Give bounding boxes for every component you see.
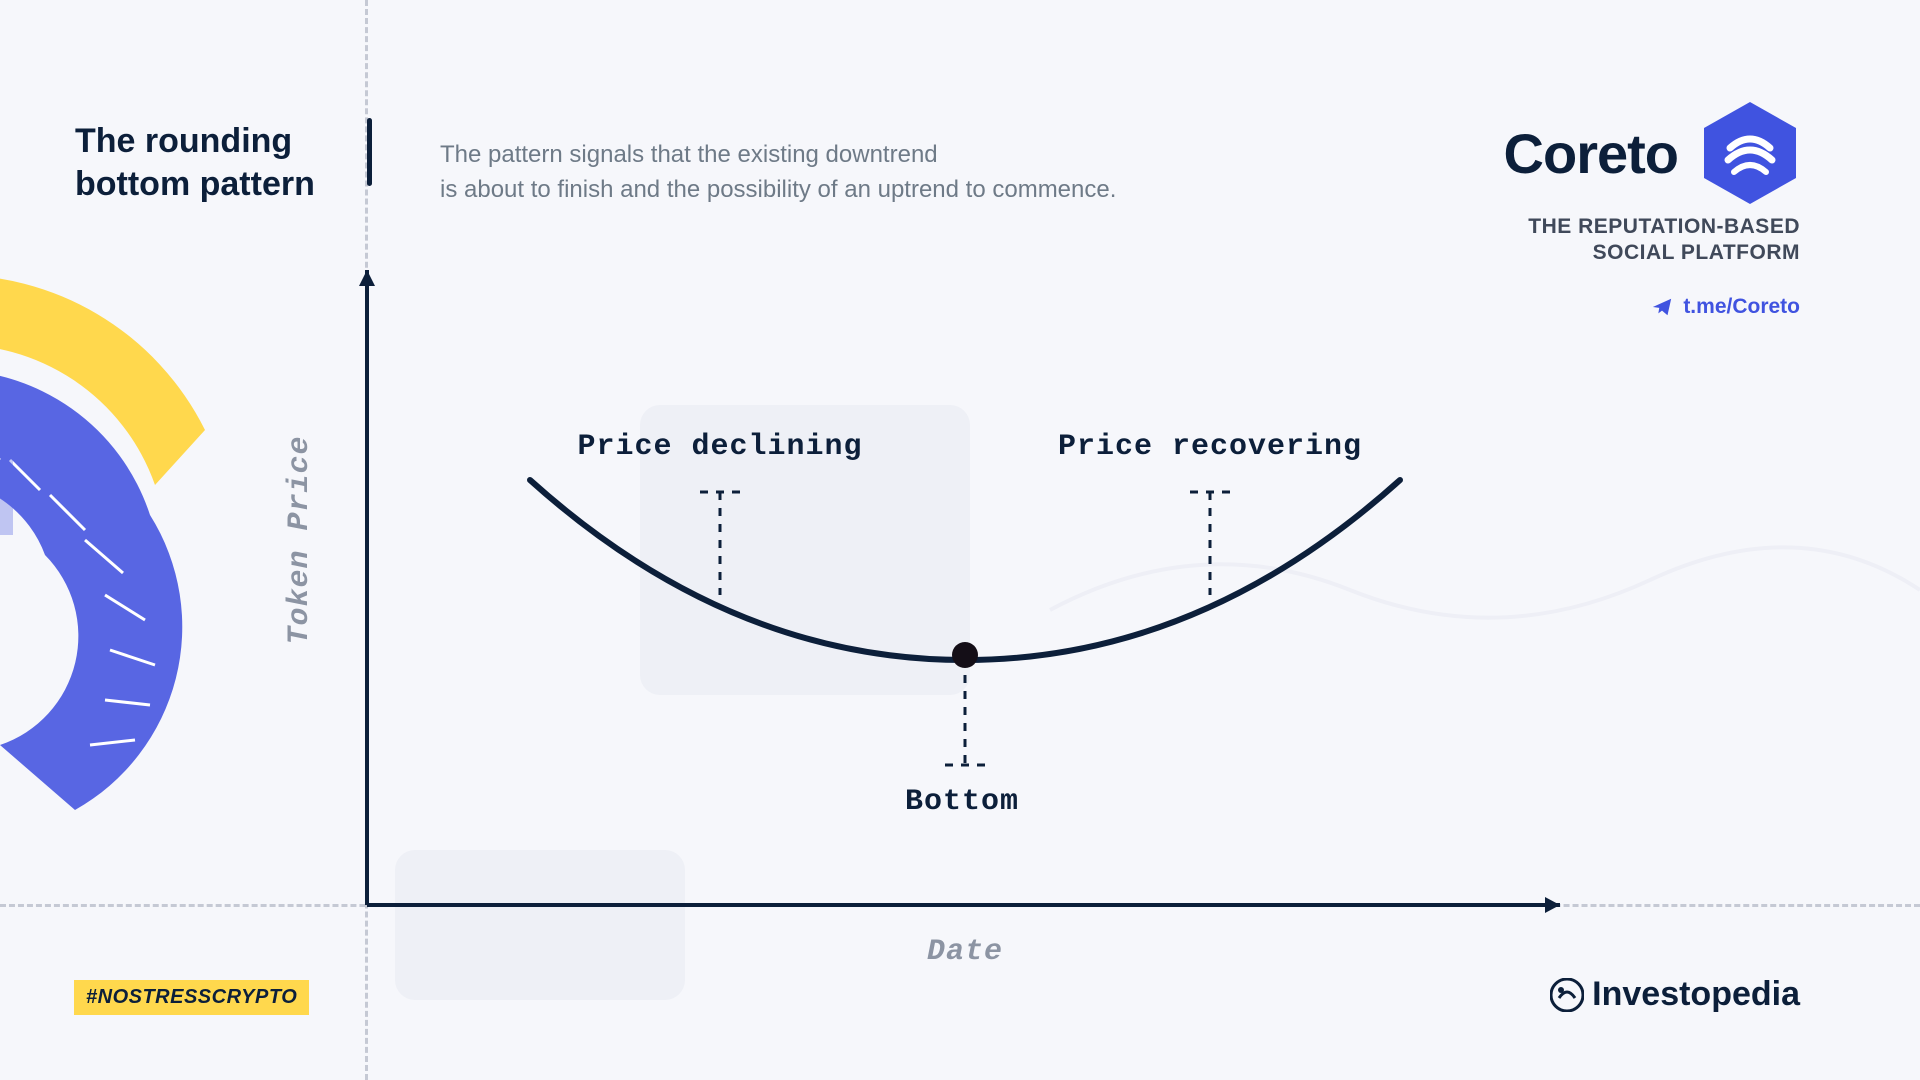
annotation-bottom: Bottom [905, 785, 1019, 819]
x-axis-label: Date [927, 935, 1003, 969]
annotation-declining: Price declining [577, 430, 862, 464]
footer-source: Investopedia [1550, 975, 1800, 1014]
annotation-recovering: Price recovering [1058, 430, 1362, 464]
footer-source-text: Investopedia [1592, 975, 1800, 1014]
hashtag-badge: #NOSTRESSCRYPTO [74, 980, 309, 1015]
investopedia-icon [1550, 978, 1584, 1012]
y-axis-label: Token Price [283, 435, 317, 644]
